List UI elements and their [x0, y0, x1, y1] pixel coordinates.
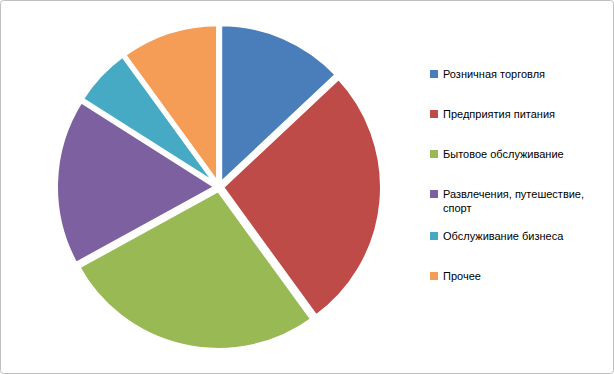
legend-item: Прочее	[430, 270, 481, 282]
legend-label-line: Предприятия питания	[443, 108, 555, 120]
legend-swatch	[430, 70, 438, 78]
legend-item: Предприятия питания	[430, 108, 555, 120]
legend-label: Бытовое обслуживание	[443, 148, 564, 160]
legend-label: Прочее	[443, 270, 481, 282]
legend-label: Обслуживание бизнеса	[443, 230, 564, 242]
legend-label-line: Развлечения, путешествие,	[443, 188, 584, 200]
legend-swatch	[430, 190, 438, 198]
legend-swatch	[430, 110, 438, 118]
legend-label-line: Прочее	[443, 270, 481, 282]
legend-label: Развлечения, путешествие, спорт	[443, 188, 584, 214]
chart: Розничная торговля Предприятия питания Быт…	[0, 0, 614, 374]
legend-item: Бытовое обслуживание	[430, 148, 564, 160]
legend-label: Розничная торговля	[443, 68, 545, 80]
legend-label-line: Бытовое обслуживание	[443, 148, 564, 160]
legend-item: Розничная торговля	[430, 68, 545, 80]
pie-slice	[124, 24, 218, 184]
legend-item: Развлечения, путешествие, спорт	[430, 188, 584, 214]
legend-swatch	[430, 232, 438, 240]
legend-item: Обслуживание бизнеса	[430, 230, 564, 242]
legend-swatch	[430, 150, 438, 158]
legend-label-line: Розничная торговля	[443, 68, 545, 80]
legend-swatch	[430, 272, 438, 280]
legend: Розничная торговля Предприятия питания Быт…	[430, 68, 584, 282]
legend-label-line: спорт	[443, 202, 472, 214]
legend-label-line: Обслуживание бизнеса	[443, 230, 564, 242]
chart-frame	[1, 1, 614, 374]
legend-label: Предприятия питания	[443, 108, 555, 120]
pie	[56, 24, 382, 350]
